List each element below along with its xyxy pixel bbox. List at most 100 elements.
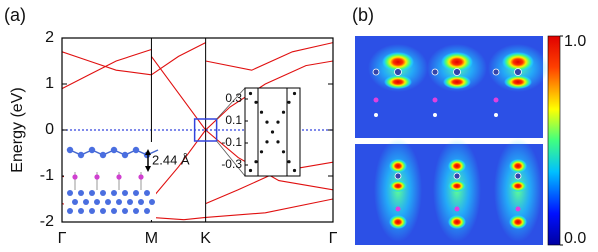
atom xyxy=(394,172,402,180)
atom xyxy=(100,190,106,196)
density-lobe xyxy=(448,215,466,229)
inset-point xyxy=(265,120,269,124)
density-lobe xyxy=(389,180,407,192)
atom xyxy=(395,206,401,212)
density-lobe xyxy=(509,180,527,192)
atom xyxy=(121,151,129,159)
x-tick-label: Γ xyxy=(329,230,338,247)
atom xyxy=(77,151,85,159)
atom xyxy=(493,97,499,103)
band-line xyxy=(62,51,152,76)
band-line xyxy=(150,60,333,200)
band-line xyxy=(151,42,206,76)
inset-y-tick-label: -0.1 xyxy=(221,135,242,149)
atom xyxy=(492,68,500,76)
density-lobe xyxy=(441,52,473,72)
density-lobe xyxy=(443,75,471,89)
atom xyxy=(105,199,111,205)
x-tick-label: M xyxy=(145,230,158,247)
inset-point xyxy=(276,120,280,124)
atom xyxy=(122,190,128,196)
inset-point xyxy=(265,140,269,144)
atom xyxy=(138,174,144,180)
inset-point xyxy=(281,150,286,154)
inset-point xyxy=(259,110,264,114)
density-map xyxy=(355,138,543,245)
atom xyxy=(372,68,380,76)
inset-point xyxy=(259,150,264,154)
atom xyxy=(67,208,73,214)
inset-point xyxy=(292,168,297,173)
structure-inset xyxy=(64,142,159,220)
density-lobe xyxy=(382,52,414,72)
x-tick-label: K xyxy=(200,230,211,247)
density-lobe xyxy=(509,159,527,173)
y-axis-label: Energy (eV) xyxy=(9,87,26,172)
atom xyxy=(374,113,378,117)
atom xyxy=(514,172,522,180)
atom xyxy=(133,208,139,214)
atom xyxy=(432,97,438,103)
y-tick-label: -2 xyxy=(40,213,54,230)
atom xyxy=(78,208,84,214)
atom xyxy=(100,208,106,214)
zoom-connector xyxy=(216,140,246,177)
density-lobe xyxy=(389,215,407,229)
inset-point xyxy=(254,100,258,104)
y-tick-label: 2 xyxy=(45,29,54,46)
inset-point xyxy=(292,91,297,96)
y-tick-label: -1 xyxy=(40,167,54,184)
inset-y-tick-label: -0.3 xyxy=(221,157,242,171)
y-tick-label: 0 xyxy=(45,121,54,138)
density-lobe xyxy=(448,159,466,173)
density-lobe xyxy=(502,52,534,72)
atom xyxy=(453,68,461,76)
band-line xyxy=(205,198,333,218)
density-lobe xyxy=(389,159,407,173)
atom xyxy=(514,68,522,76)
atom xyxy=(111,208,117,214)
atom xyxy=(116,174,122,180)
atom xyxy=(78,190,84,196)
panel-label: (b) xyxy=(352,5,374,25)
atom xyxy=(373,97,379,103)
plot-frame xyxy=(61,37,334,223)
colorbar-tick-label: 0.0 xyxy=(564,230,586,247)
density-lobe xyxy=(448,180,466,192)
atom xyxy=(122,208,128,214)
atom xyxy=(116,199,122,205)
annotation: 2.44 Å xyxy=(152,152,190,167)
atom xyxy=(515,206,521,212)
atom xyxy=(67,190,73,196)
inset-y-tick-label: 0.1 xyxy=(225,113,242,127)
inset-point xyxy=(287,160,291,164)
inset-point xyxy=(254,160,258,164)
y-tick-label: 1 xyxy=(45,75,54,92)
atom xyxy=(431,68,439,76)
atom xyxy=(89,208,95,214)
atom xyxy=(88,146,96,154)
atom xyxy=(138,199,144,205)
band-line xyxy=(205,42,333,71)
atom xyxy=(394,68,402,76)
atom xyxy=(94,174,100,180)
band-line xyxy=(150,56,333,191)
atom xyxy=(133,190,139,196)
atom xyxy=(94,199,100,205)
inset-point xyxy=(276,140,280,144)
colorbar xyxy=(547,35,561,246)
zoom-box xyxy=(193,118,218,142)
atom xyxy=(110,146,118,154)
atom xyxy=(83,199,89,205)
atom xyxy=(453,172,461,180)
inset-point xyxy=(270,130,275,134)
atom xyxy=(433,113,437,117)
x-tick-label: Γ xyxy=(58,230,67,247)
density-lobe xyxy=(509,215,527,229)
density-map xyxy=(355,36,548,138)
atom xyxy=(132,146,140,154)
atom xyxy=(66,146,74,154)
inset-point xyxy=(248,91,253,96)
atom xyxy=(127,199,133,205)
